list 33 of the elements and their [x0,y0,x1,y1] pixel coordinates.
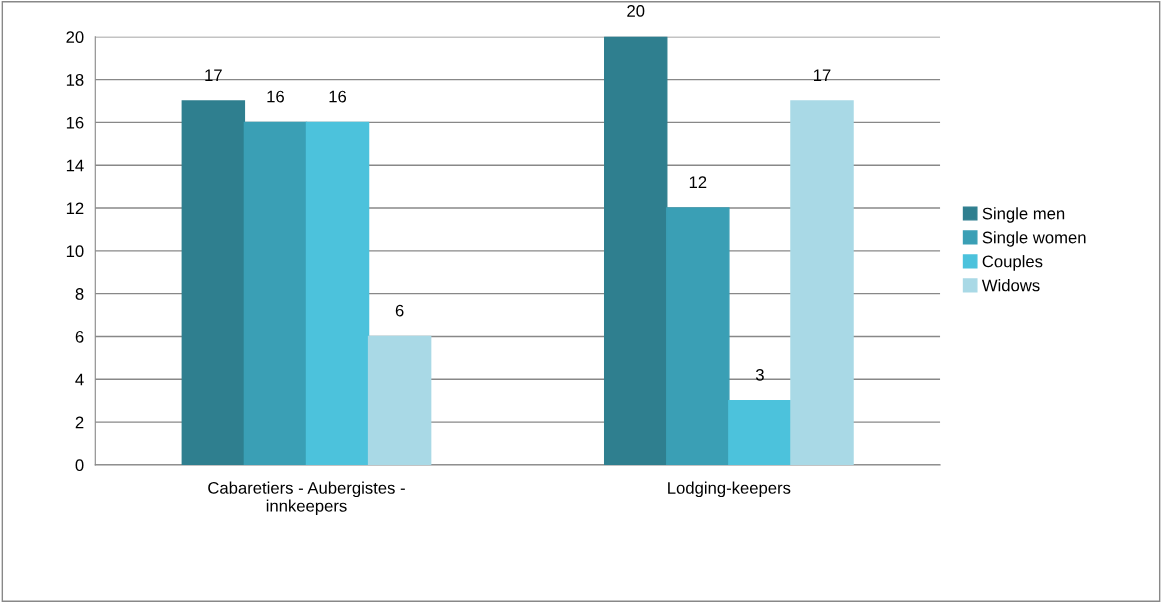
y-tick-label: 0 [75,459,84,472]
x-tick-label: Lodging-keepers [668,481,791,498]
data-label: 16 [267,90,284,103]
y-tick-label: 16 [66,116,84,129]
bar [603,36,668,465]
y-tick-label: 14 [66,159,84,172]
data-label: 6 [395,304,404,317]
y-tick-label: 18 [66,74,84,86]
data-label: 17 [205,69,222,81]
legend-label: Single women [982,231,1086,247]
bar [728,399,792,465]
bar [243,121,308,465]
y-tick-label: 2 [75,416,84,429]
x-tick-label: Cabaretiers - Aubergistes - innkeepers [208,481,405,516]
bar [181,100,246,465]
data-label: 17 [814,69,831,81]
y-tick-label: 12 [66,202,84,215]
data-label: 12 [689,176,707,188]
bar [790,100,854,465]
y-tick-label: 8 [75,288,84,300]
y-tick-label: 6 [75,330,84,343]
data-label: 3 [755,368,764,381]
bar [666,207,730,465]
y-tick-label: 4 [75,373,84,386]
bar [305,121,370,465]
data-label: 20 [627,5,645,17]
legend-label: Single men [982,207,1065,223]
y-tick-label: 20 [66,31,84,43]
bar [367,335,432,465]
data-label: 16 [329,90,347,103]
legend-label: Couples [982,255,1043,271]
legend-label: Widows [981,279,1040,292]
y-tick-label: 10 [66,245,84,258]
